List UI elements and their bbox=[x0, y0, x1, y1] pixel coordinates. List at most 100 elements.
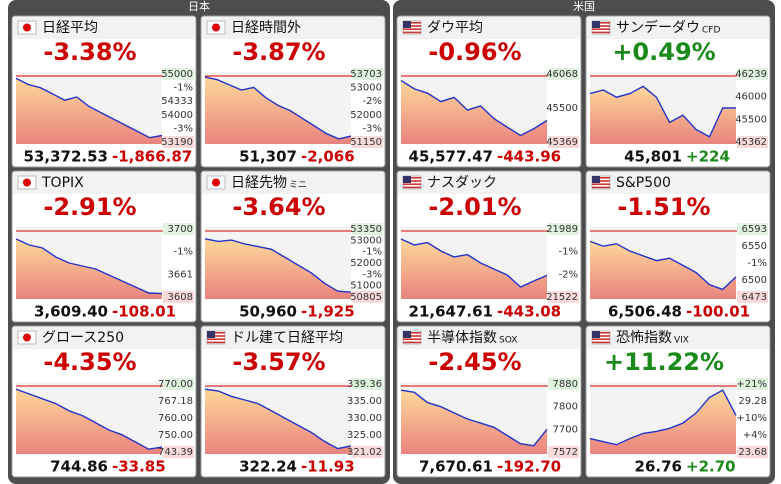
price: 744.86 bbox=[50, 458, 108, 476]
flag-canton bbox=[592, 176, 600, 183]
axis-box bbox=[163, 68, 194, 80]
price: 21,647.61 bbox=[409, 303, 493, 321]
axis-label: -2% bbox=[559, 269, 578, 280]
axis-label: 6500 bbox=[742, 275, 767, 286]
flag-dot bbox=[23, 178, 31, 187]
flag-dot bbox=[212, 23, 220, 32]
chart-line bbox=[400, 238, 548, 288]
axis-box bbox=[352, 68, 383, 80]
axis-label: 53190 bbox=[161, 137, 193, 148]
axis-label: 50805 bbox=[350, 292, 382, 303]
axis-label: 21989 bbox=[546, 224, 578, 235]
axis-label: 46068 bbox=[546, 69, 578, 80]
axis-label: 53350 bbox=[350, 224, 382, 235]
flag-dot bbox=[212, 178, 220, 187]
tile-tag: SOX bbox=[499, 336, 517, 346]
chart-area bbox=[590, 86, 736, 144]
axis-label: 325.00 bbox=[347, 430, 382, 441]
flag-stripe bbox=[207, 338, 225, 340]
change-pct: -3.38% bbox=[43, 38, 136, 66]
axis-label: +4% bbox=[743, 430, 767, 441]
axis-box bbox=[352, 136, 383, 148]
name-bar bbox=[398, 17, 580, 39]
flag-stripe bbox=[403, 180, 421, 182]
axis-box bbox=[163, 136, 194, 148]
axis-label: 7880 bbox=[553, 379, 578, 390]
flag-stripe bbox=[592, 335, 610, 337]
axis-label: 6593 bbox=[742, 224, 767, 235]
tile-name: サンデーダウ bbox=[616, 19, 700, 36]
tile-name: 日経平均 bbox=[42, 20, 98, 36]
axis-box bbox=[737, 136, 768, 148]
name-bar bbox=[13, 327, 195, 349]
change: -108.01 bbox=[112, 303, 176, 321]
tile-name: 日経先物 bbox=[231, 175, 287, 191]
chart-line bbox=[204, 76, 352, 140]
change: +2.70 bbox=[686, 458, 736, 476]
axis-label: 45500 bbox=[546, 103, 578, 114]
axis-label: 55000 bbox=[161, 69, 193, 80]
flag-stripe bbox=[403, 338, 421, 340]
axis-box bbox=[163, 378, 194, 390]
tile-name: 半導体指数 bbox=[427, 330, 497, 346]
tile-tag: VIX bbox=[674, 336, 689, 346]
flag-stripe bbox=[592, 341, 610, 344]
axis-label: 52000 bbox=[350, 258, 382, 269]
section-title: 日本 bbox=[188, 0, 210, 13]
change: +224 bbox=[686, 148, 730, 166]
flag-stripe bbox=[592, 177, 610, 179]
axis-label: 770.00 bbox=[158, 379, 193, 390]
axis-label: 760.00 bbox=[158, 413, 193, 424]
flag-canton bbox=[592, 21, 600, 28]
change-pct: -3.57% bbox=[232, 348, 325, 376]
chart-line bbox=[589, 85, 737, 138]
price: 53,372.53 bbox=[24, 148, 108, 166]
flag-stripe bbox=[403, 31, 421, 34]
axis-label: 46239 bbox=[735, 69, 767, 80]
chart-line bbox=[589, 240, 737, 291]
flag-canton bbox=[592, 331, 600, 338]
flag-stripe bbox=[403, 335, 421, 337]
axis-box bbox=[737, 68, 768, 80]
axis-box bbox=[352, 446, 383, 458]
tile-name: グロース250 bbox=[42, 330, 124, 346]
flag-stripe bbox=[207, 341, 225, 344]
axis-label: 3700 bbox=[168, 224, 193, 235]
chart-line bbox=[15, 388, 163, 450]
change-pct: +11.22% bbox=[604, 348, 724, 376]
flag-stripe bbox=[592, 180, 610, 182]
flag-stripe bbox=[592, 183, 610, 185]
axis-label: 743.39 bbox=[158, 447, 193, 458]
axis-box bbox=[352, 291, 383, 303]
change: -100.01 bbox=[686, 303, 750, 321]
flag-stripe bbox=[592, 338, 610, 340]
flag-canton bbox=[207, 331, 215, 338]
tile-name: 恐怖指数 bbox=[616, 329, 672, 346]
chart-area bbox=[590, 390, 736, 454]
chart-area bbox=[590, 241, 736, 299]
change: -192.70 bbox=[497, 458, 561, 476]
axis-label: -3% bbox=[174, 123, 193, 134]
axis-label: 6550 bbox=[742, 241, 767, 252]
change-pct: -3.87% bbox=[232, 38, 325, 66]
axis-label: 23.68 bbox=[738, 447, 767, 458]
flag-stripe bbox=[403, 22, 421, 24]
change: -443.96 bbox=[497, 148, 561, 166]
change: -11.93 bbox=[301, 458, 355, 476]
flag-stripe bbox=[207, 332, 225, 334]
axis-box bbox=[352, 223, 383, 235]
axis-box bbox=[548, 136, 579, 148]
flag-stripe bbox=[403, 28, 421, 30]
name-bar bbox=[202, 172, 384, 194]
flag-dot bbox=[23, 333, 31, 342]
change: -1,866.87 bbox=[112, 148, 192, 166]
axis-box bbox=[163, 446, 194, 458]
axis-label: -2% bbox=[363, 96, 382, 107]
tile-tag: CFD bbox=[702, 26, 720, 36]
flag-canton bbox=[403, 21, 411, 28]
axis-label: 29.28 bbox=[738, 396, 767, 407]
chart-line bbox=[400, 389, 548, 447]
axis-label: 3608 bbox=[168, 292, 193, 303]
price: 7,670.61 bbox=[419, 458, 493, 476]
